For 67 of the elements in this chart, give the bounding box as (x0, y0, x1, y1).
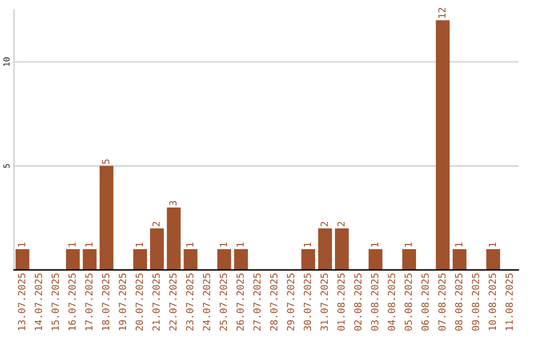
bar (66, 249, 80, 270)
x-tick-label: 22.07.2025 (169, 274, 177, 331)
x-tick-label: 21.07.2025 (152, 274, 160, 331)
x-tick-label: 28.07.2025 (270, 274, 278, 331)
x-tick-label: 09.08.2025 (472, 274, 480, 331)
y-tick-label: 10 (3, 57, 10, 66)
x-tick-label: 25.07.2025 (220, 274, 228, 331)
x-tick-label: 27.07.2025 (253, 274, 261, 331)
bar (334, 228, 349, 270)
data-label: 1 (85, 242, 92, 247)
bar (234, 249, 248, 270)
data-label: 2 (320, 222, 328, 226)
x-tick-label: 06.08.2025 (421, 274, 429, 331)
data-label: 1 (186, 242, 194, 247)
x-tick-label: 23.07.2025 (186, 274, 194, 331)
bar (402, 249, 416, 270)
x-tick-label: 01.08.2025 (337, 274, 345, 331)
x-tick-label: 10.08.2025 (488, 274, 496, 330)
bar (368, 249, 382, 270)
bar (166, 208, 181, 270)
data-label: 2 (337, 222, 345, 226)
x-tick-label: 26.07.2025 (236, 274, 244, 331)
x-tick-label: 15.07.2025 (52, 274, 59, 330)
bar (133, 249, 148, 270)
data-label: 1 (488, 242, 496, 247)
data-label: 1 (455, 242, 462, 247)
x-tick-label: 14.07.2025 (34, 274, 42, 330)
data-label: 12 (438, 8, 446, 18)
data-label: 1 (68, 242, 76, 247)
x-tick-label: 18.07.2025 (102, 274, 110, 330)
bar (82, 249, 97, 270)
x-tick-label: 31.07.2025 (320, 274, 328, 331)
bar (150, 228, 164, 270)
x-tick-label: 11.08.2025 (505, 274, 513, 330)
bar (100, 166, 114, 270)
bar (184, 249, 198, 270)
x-tick-label: 13.07.2025 (18, 274, 26, 330)
x-tick-label: 19.07.2025 (118, 274, 126, 330)
x-tick-label: 03.08.2025 (370, 274, 378, 331)
x-tick-label: 17.07.2025 (85, 274, 93, 330)
bar (217, 249, 232, 270)
bar (436, 20, 450, 270)
x-tick-label: 29.07.2025 (286, 274, 294, 331)
data-label: 1 (220, 242, 227, 247)
data-label: 1 (236, 242, 244, 247)
x-tick-label: 05.08.2025 (404, 274, 412, 331)
data-label: 1 (136, 242, 143, 247)
data-label: 3 (169, 201, 177, 206)
data-label: 1 (304, 242, 311, 247)
bar (486, 249, 500, 270)
data-label: 1 (18, 242, 26, 247)
x-tick-label: 04.08.2025 (388, 274, 396, 331)
data-label: 1 (371, 242, 378, 247)
x-tick-label: 16.07.2025 (68, 274, 76, 330)
data-label: 5 (102, 159, 110, 164)
data-label: 1 (404, 242, 412, 247)
data-label: 2 (152, 222, 160, 226)
bar (301, 249, 316, 270)
x-tick-label: 24.07.2025 (202, 274, 210, 331)
bar (452, 249, 466, 270)
x-tick-label: 02.08.2025 (354, 274, 362, 331)
x-tick-label: 30.07.2025 (304, 274, 312, 331)
x-tick-label: 07.08.2025 (438, 274, 446, 331)
x-tick-label: 08.08.2025 (455, 274, 462, 331)
bar (318, 228, 332, 270)
bar (16, 249, 30, 270)
x-tick-label: 20.07.2025 (136, 274, 143, 331)
